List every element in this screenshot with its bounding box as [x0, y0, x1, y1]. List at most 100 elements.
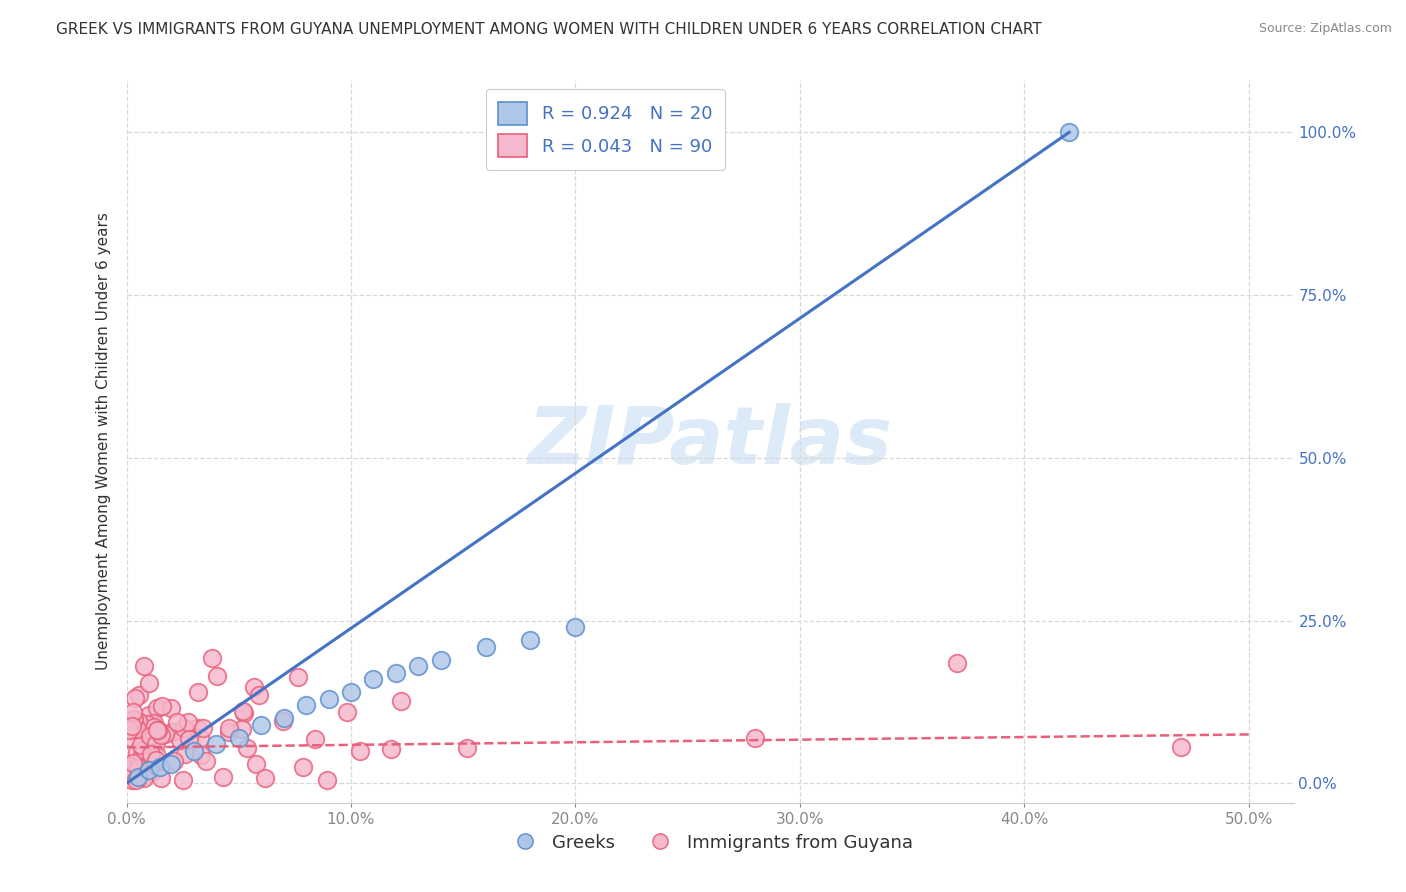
Point: [315, 772, 337, 787]
Point: [122, 712, 145, 726]
Point: [141, 747, 163, 761]
Point: [1170, 740, 1192, 755]
Point: [295, 698, 318, 713]
Point: [131, 747, 153, 762]
Point: [125, 723, 148, 737]
Point: [228, 731, 250, 745]
Point: [340, 685, 363, 699]
Point: [177, 731, 200, 746]
Point: [247, 688, 270, 702]
Point: [135, 717, 157, 731]
Text: GREEK VS IMMIGRANTS FROM GUYANA UNEMPLOYMENT AMONG WOMEN WITH CHILDREN UNDER 6 Y: GREEK VS IMMIGRANTS FROM GUYANA UNEMPLOY…: [56, 22, 1042, 37]
Point: [232, 704, 254, 718]
Point: [143, 757, 166, 772]
Point: [250, 717, 273, 731]
Point: [389, 693, 412, 707]
Point: [1057, 125, 1080, 139]
Point: [385, 665, 408, 680]
Point: [120, 763, 142, 777]
Point: [138, 676, 160, 690]
Point: [474, 640, 496, 654]
Point: [174, 747, 197, 761]
Point: [254, 772, 277, 786]
Point: [121, 772, 143, 787]
Point: [142, 727, 165, 741]
Point: [218, 721, 240, 735]
Point: [744, 731, 766, 745]
Y-axis label: Unemployment Among Women with Children Under 6 years: Unemployment Among Women with Children U…: [96, 212, 111, 671]
Point: [146, 701, 169, 715]
Point: [243, 680, 266, 694]
Point: [205, 737, 228, 751]
Point: [519, 633, 541, 648]
Point: [183, 744, 205, 758]
Point: [349, 744, 371, 758]
Legend: Greeks, Immigrants from Guyana: Greeks, Immigrants from Guyana: [499, 826, 921, 859]
Point: [132, 771, 155, 785]
Point: [363, 672, 385, 686]
Point: [124, 690, 146, 705]
Point: [121, 706, 143, 720]
Point: [127, 714, 149, 728]
Point: [946, 656, 969, 670]
Point: [150, 699, 173, 714]
Point: [218, 724, 240, 739]
Point: [145, 737, 167, 751]
Text: Source: ZipAtlas.com: Source: ZipAtlas.com: [1258, 22, 1392, 36]
Point: [163, 754, 186, 768]
Point: [131, 769, 153, 783]
Point: [146, 749, 169, 764]
Point: [166, 715, 188, 730]
Point: [245, 756, 267, 771]
Point: [456, 741, 478, 756]
Point: [160, 756, 183, 771]
Point: [408, 659, 430, 673]
Point: [318, 691, 340, 706]
Point: [132, 743, 155, 757]
Point: [127, 761, 149, 775]
Point: [138, 708, 160, 723]
Point: [193, 721, 215, 735]
Point: [146, 723, 169, 738]
Point: [177, 715, 200, 730]
Point: [273, 711, 295, 725]
Point: [128, 688, 150, 702]
Point: [143, 736, 166, 750]
Point: [201, 650, 224, 665]
Point: [153, 727, 176, 741]
Point: [187, 685, 209, 699]
Point: [271, 714, 294, 728]
Point: [149, 760, 172, 774]
Point: [124, 717, 146, 731]
Point: [236, 741, 259, 756]
Point: [172, 772, 194, 787]
Point: [160, 701, 183, 715]
Point: [292, 760, 315, 774]
Point: [125, 772, 148, 787]
Point: [304, 731, 326, 746]
Point: [564, 620, 586, 634]
Point: [127, 770, 149, 784]
Text: ZIPatlas: ZIPatlas: [527, 402, 893, 481]
Point: [120, 723, 142, 737]
Point: [142, 720, 165, 734]
Point: [429, 652, 451, 666]
Point: [150, 771, 173, 785]
Point: [121, 719, 143, 733]
Point: [231, 723, 253, 737]
Point: [190, 747, 212, 762]
Point: [118, 723, 141, 738]
Point: [169, 733, 191, 747]
Point: [121, 731, 143, 746]
Point: [212, 770, 235, 784]
Point: [150, 729, 173, 743]
Point: [380, 742, 402, 756]
Point: [160, 725, 183, 739]
Point: [132, 659, 155, 673]
Point: [287, 670, 309, 684]
Point: [148, 728, 170, 742]
Point: [336, 705, 359, 719]
Point: [186, 721, 208, 735]
Point: [127, 745, 149, 759]
Point: [232, 706, 254, 721]
